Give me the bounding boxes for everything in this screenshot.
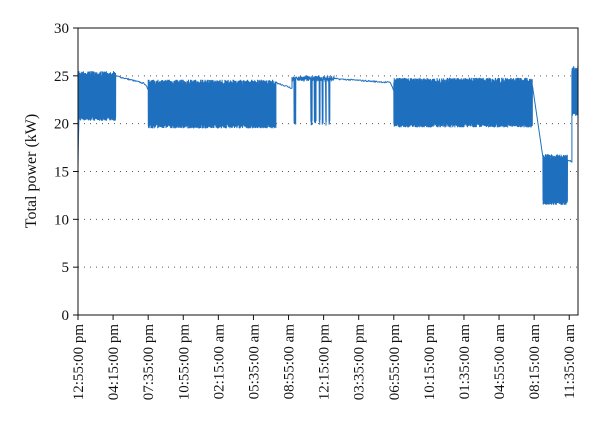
y-tick-label: 15 xyxy=(54,165,69,181)
y-tick-label: 25 xyxy=(54,69,69,85)
x-tick-label: 05:35:00 am xyxy=(246,324,262,400)
x-tick-label: 04:15:00 pm xyxy=(106,324,122,401)
power-line xyxy=(77,66,579,205)
y-tick-label: 10 xyxy=(54,212,69,228)
x-tick-label: 01:35:00 am xyxy=(457,324,473,400)
y-tick-label: 30 xyxy=(54,21,69,37)
x-tick-label: 03:35:00 pm xyxy=(352,324,368,401)
x-tick-label: 12:15:00 pm xyxy=(317,324,333,401)
x-tick-label: 02:15:00 am xyxy=(211,324,227,400)
y-axis-title: Total power (kW) xyxy=(23,114,40,228)
y-tick-label: 0 xyxy=(62,308,70,324)
x-tick-label: 10:15:00 pm xyxy=(422,324,438,401)
y-tick-label: 5 xyxy=(62,260,70,276)
x-tick-label: 12:55:00 pm xyxy=(71,324,87,401)
x-tick-label: 07:35:00 pm xyxy=(141,324,157,401)
x-tick-label: 04:55:00 am xyxy=(492,324,508,400)
x-tick-label: 11:35:00 am xyxy=(562,324,578,399)
x-tick-label: 08:15:00 am xyxy=(527,324,543,400)
plot-frame xyxy=(77,27,579,316)
series-total-power xyxy=(77,66,579,205)
x-tick-label: 06:55:00 pm xyxy=(387,324,403,401)
y-tick-label: 20 xyxy=(54,117,69,133)
y-axis-ticks: 0 5 10 15 20 25 30 xyxy=(54,21,78,324)
x-tick-label: 08:55:00 am xyxy=(282,324,298,400)
x-tick-label: 10:55:00 pm xyxy=(176,324,192,401)
x-axis-ticks: 12:55:00 pm 04:15:00 pm 07:35:00 pm 10:55:0… xyxy=(71,315,578,400)
